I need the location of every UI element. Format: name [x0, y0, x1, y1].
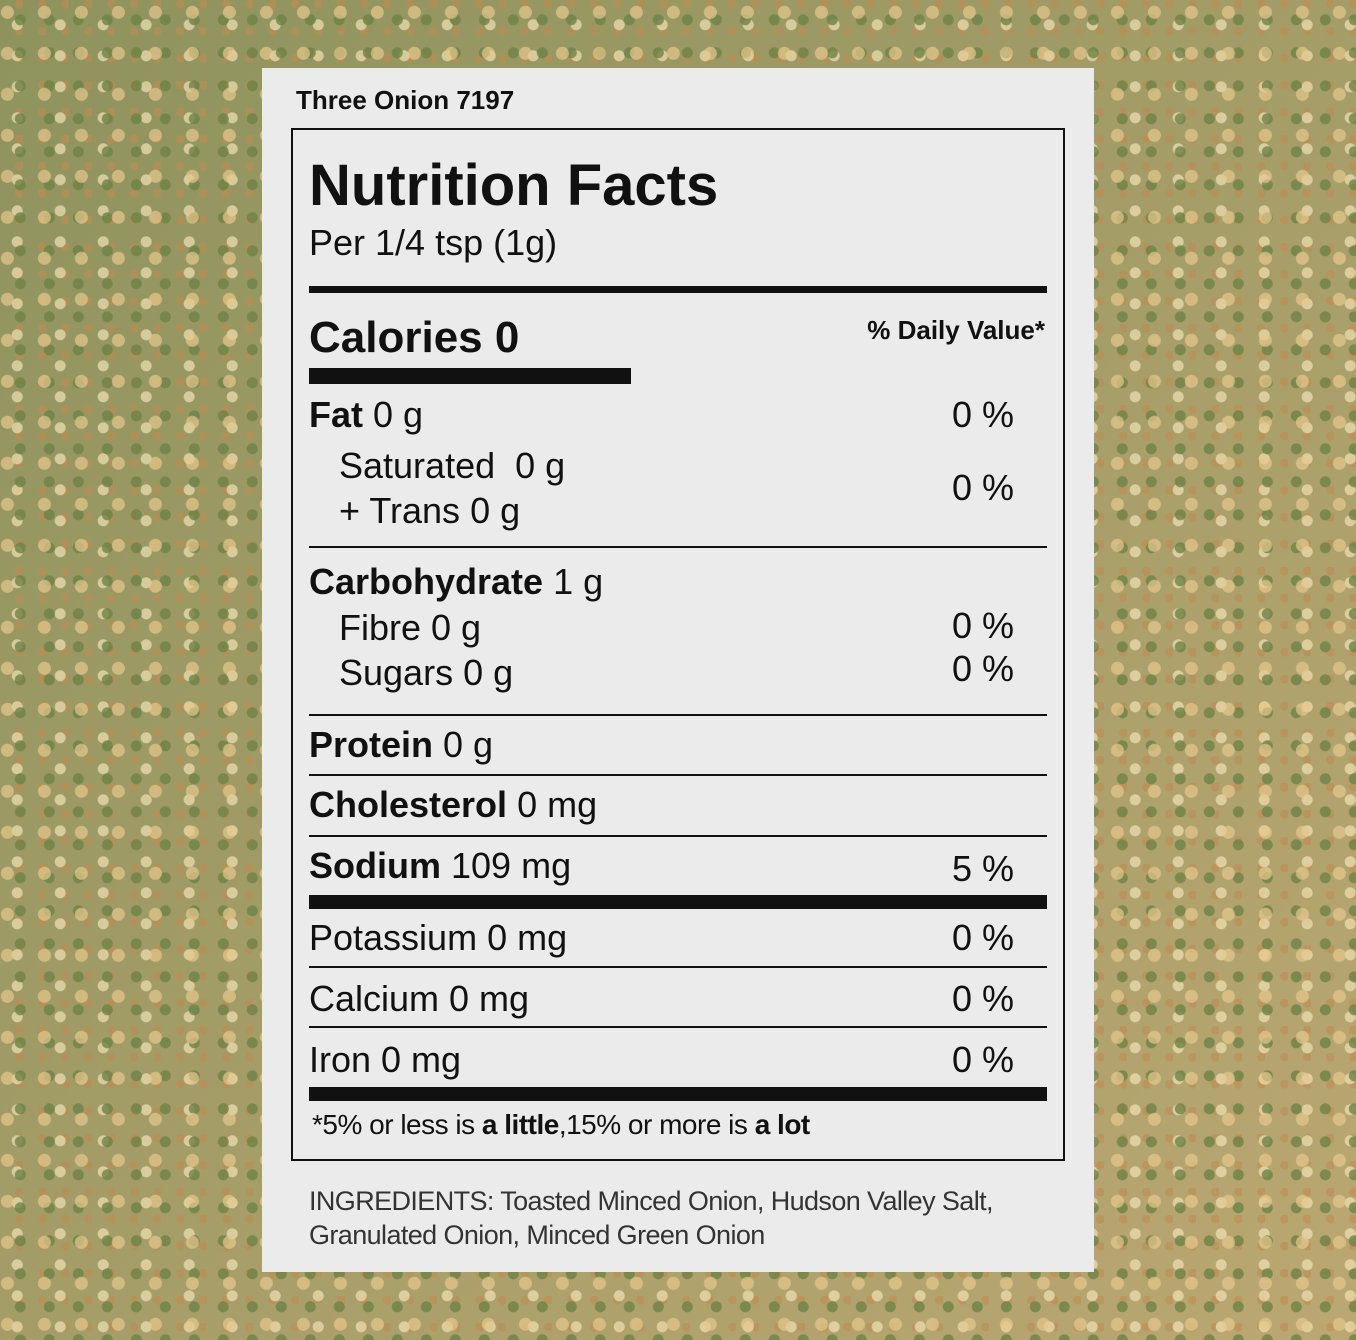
cholesterol: Cholesterol 0 mg [309, 787, 597, 823]
iron: Iron 0 mg [309, 1039, 462, 1080]
rule [309, 1087, 1047, 1101]
rule [309, 966, 1047, 968]
amount: 0 g [373, 394, 424, 435]
dv: 0 % [952, 605, 1015, 646]
fibre: Fibre 0 g [339, 607, 482, 648]
protein: Protein 0 g [309, 727, 493, 763]
rule [309, 714, 1047, 716]
rule [309, 774, 1047, 776]
nutrient-name: Protein [309, 724, 434, 765]
title: Nutrition Facts [309, 153, 719, 218]
amount: 109 mg [451, 845, 572, 886]
ingredients: Granulated Onion, Minced Green Onion [309, 1220, 765, 1250]
dv: 0 % [952, 648, 1015, 689]
footnote-bold: a lot [754, 1109, 811, 1140]
dv: 5 % [952, 848, 1015, 889]
nutrition-box [291, 128, 1065, 1161]
label-card [262, 68, 1094, 1272]
nutrient-name: Carbohydrate [309, 561, 544, 602]
dv: 0 % [952, 467, 1015, 508]
potassium: Potassium 0 mg [309, 917, 568, 958]
dv: 0 % [952, 1039, 1015, 1080]
footnote-bold: a little [481, 1109, 559, 1140]
nutrient-name: Fat [309, 394, 363, 435]
rule [309, 895, 1047, 909]
rule [309, 368, 631, 384]
calcium: Calcium 0 mg [309, 978, 530, 1019]
amount: 0 mg [517, 784, 598, 825]
rule [309, 286, 1047, 293]
serving: Per 1/4 tsp (1g) [309, 222, 558, 263]
trans: + Trans 0 g [339, 490, 521, 531]
dv-header: % Daily Value* [867, 315, 1045, 345]
dv: 0 % [952, 978, 1015, 1019]
footnote: *5% or less is a little,15% or more is a… [312, 1111, 810, 1139]
footnote-text: ,15% or more is [558, 1109, 755, 1140]
sugars: Sugars 0 g [339, 652, 514, 693]
nutrient-name: Cholesterol [309, 784, 508, 825]
rule [309, 546, 1047, 548]
dv: 0 % [952, 917, 1015, 958]
ingredients: INGREDIENTS: Toasted Minced Onion, Hudso… [309, 1186, 994, 1216]
saturated: Saturated 0 g [339, 445, 566, 486]
amount: 0 g [443, 724, 494, 765]
dv: 0 % [952, 394, 1015, 435]
amount: 1 g [553, 561, 604, 602]
rule [309, 1026, 1047, 1028]
calories: Calories 0 [309, 313, 520, 362]
sodium: Sodium 109 mg [309, 848, 571, 884]
footnote-text: *5% or less is [312, 1109, 482, 1140]
rule [309, 835, 1047, 837]
product-name: Three Onion 7197 [296, 85, 515, 115]
nutrient-name: Sodium [309, 845, 441, 886]
fat: Fat 0 g [309, 397, 423, 433]
carbohydrate: Carbohydrate 1 g [309, 564, 603, 600]
